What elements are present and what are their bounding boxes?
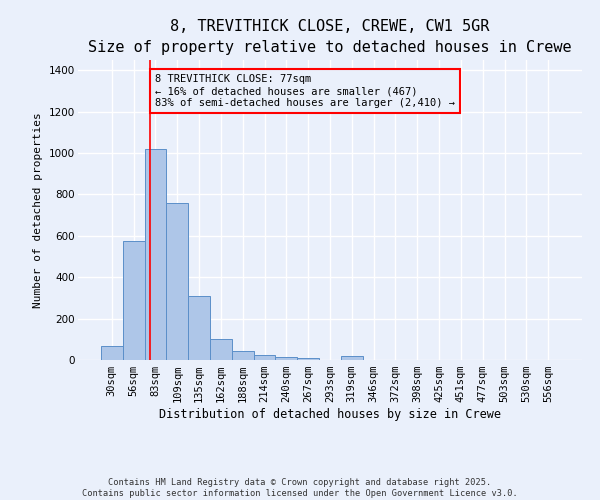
Bar (232, 352, 254, 360)
Bar (101, 346, 123, 360)
Bar (123, 241, 145, 360)
Bar (297, 358, 319, 360)
Title: 8, TREVITHICK CLOSE, CREWE, CW1 5GR
Size of property relative to detached houses: 8, TREVITHICK CLOSE, CREWE, CW1 5GR Size… (88, 18, 572, 55)
Bar (254, 355, 275, 360)
Bar (188, 296, 210, 360)
X-axis label: Distribution of detached houses by size in Crewe: Distribution of detached houses by size … (159, 408, 501, 421)
Bar (210, 340, 232, 360)
Y-axis label: Number of detached properties: Number of detached properties (34, 112, 43, 308)
Bar (145, 149, 166, 360)
Text: Contains HM Land Registry data © Crown copyright and database right 2025.
Contai: Contains HM Land Registry data © Crown c… (82, 478, 518, 498)
Bar (275, 357, 297, 360)
Text: 8 TREVITHICK CLOSE: 77sqm
← 16% of detached houses are smaller (467)
83% of semi: 8 TREVITHICK CLOSE: 77sqm ← 16% of detac… (155, 74, 455, 108)
Bar (341, 356, 363, 360)
Bar (166, 203, 188, 360)
